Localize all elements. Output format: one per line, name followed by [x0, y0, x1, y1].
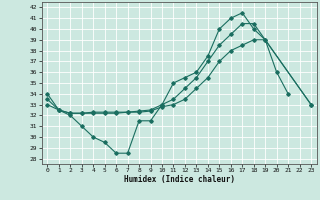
- X-axis label: Humidex (Indice chaleur): Humidex (Indice chaleur): [124, 175, 235, 184]
